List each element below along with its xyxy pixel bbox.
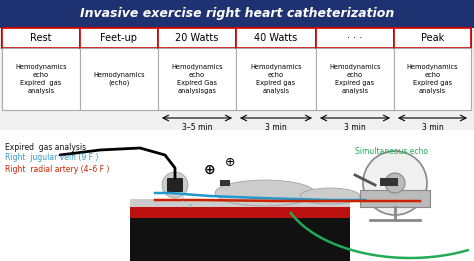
Text: 20 Watts: 20 Watts: [175, 33, 219, 43]
Text: ⊕: ⊕: [225, 157, 235, 169]
Bar: [220, 180, 230, 186]
Bar: [394, 28, 471, 48]
Text: Rest: Rest: [30, 33, 52, 43]
Text: Hemodynamics
echo
Expired gas
analysis: Hemodynamics echo Expired gas analysis: [250, 64, 302, 94]
Bar: [2, 28, 471, 48]
Text: ◦: ◦: [188, 203, 192, 211]
FancyBboxPatch shape: [167, 178, 183, 192]
Bar: [0, 130, 474, 261]
Text: Right  radial artery (4–6 F ): Right radial artery (4–6 F ): [5, 164, 109, 174]
Text: Hemodynamics
echo
Expired Gas
analysisgas: Hemodynamics echo Expired Gas analysisga…: [171, 64, 223, 94]
Text: Invasive exercise right heart catheterization: Invasive exercise right heart catheteriz…: [80, 8, 394, 21]
Bar: [2, 28, 80, 48]
Text: 3 min: 3 min: [265, 123, 287, 132]
Ellipse shape: [215, 180, 315, 206]
Text: Hemodynamics
echo
Expired  gas
analysis: Hemodynamics echo Expired gas analysis: [15, 64, 67, 94]
Bar: [158, 28, 236, 48]
Bar: [158, 48, 236, 110]
Text: 3 min: 3 min: [422, 123, 443, 132]
Text: Hemodynamics
(echo): Hemodynamics (echo): [93, 72, 145, 86]
Bar: [80, 48, 158, 110]
Bar: [0, 0, 474, 28]
Bar: [380, 178, 398, 186]
Text: Right  jugular vein (9 F ): Right jugular vein (9 F ): [5, 153, 99, 163]
Bar: [316, 48, 394, 110]
Bar: [130, 218, 350, 261]
Text: Hemodynamics
echo
Expired gas
analysis: Hemodynamics echo Expired gas analysis: [407, 64, 458, 94]
Bar: [236, 28, 316, 48]
Bar: [316, 28, 394, 48]
Bar: [236, 48, 316, 110]
Bar: [2, 48, 80, 110]
Text: Feet-up: Feet-up: [100, 33, 137, 43]
Text: 40 Watts: 40 Watts: [255, 33, 298, 43]
Bar: [394, 48, 471, 110]
Text: Peak: Peak: [421, 33, 444, 43]
Bar: [130, 199, 350, 207]
Text: 3–5 min: 3–5 min: [182, 123, 212, 132]
Text: Hemodynamics
echo
Expired gas
analysis: Hemodynamics echo Expired gas analysis: [329, 64, 381, 94]
Ellipse shape: [300, 188, 360, 204]
Bar: [130, 207, 350, 218]
Text: ◦: ◦: [179, 195, 185, 205]
Circle shape: [162, 172, 188, 198]
Text: ⊕: ⊕: [204, 163, 216, 177]
Circle shape: [363, 151, 427, 215]
Text: Expired  gas analysis: Expired gas analysis: [5, 143, 86, 151]
Bar: [360, 190, 430, 207]
Text: · · ·: · · ·: [347, 33, 363, 43]
Text: Simultaneous echo: Simultaneous echo: [355, 147, 428, 157]
Bar: [80, 28, 158, 48]
Circle shape: [385, 173, 405, 193]
Text: 3 min: 3 min: [344, 123, 366, 132]
